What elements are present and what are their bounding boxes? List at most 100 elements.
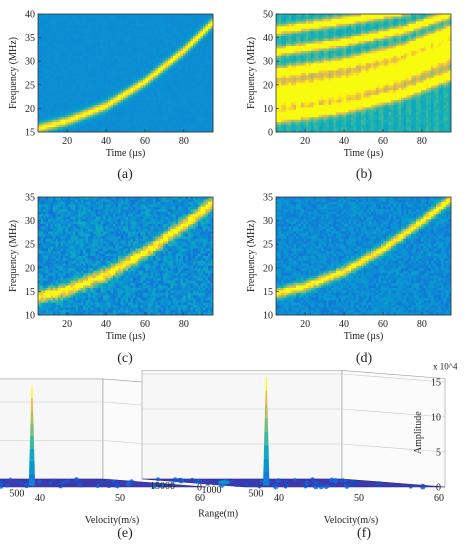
spectrogram-cell bbox=[155, 122, 159, 126]
spectrogram-cell bbox=[393, 38, 397, 42]
spectrogram-cell bbox=[391, 63, 394, 67]
spectrogram-cell bbox=[401, 21, 404, 25]
spectrogram-cell bbox=[138, 38, 141, 42]
spectrogram-cell bbox=[168, 122, 171, 126]
spectrogram-cell bbox=[53, 97, 56, 101]
spectrogram-cell bbox=[185, 102, 189, 106]
spectrogram-cell bbox=[381, 50, 384, 54]
spectrogram-cell bbox=[68, 53, 71, 57]
spectrogram-cell bbox=[158, 55, 161, 59]
spectrogram-image bbox=[38, 14, 214, 133]
spectrogram-cell bbox=[183, 112, 186, 116]
spectrogram-cell bbox=[366, 41, 369, 44]
spectrogram-cell bbox=[45, 14, 49, 17]
spectrogram-cell bbox=[80, 55, 84, 59]
spectrogram-cell bbox=[130, 117, 134, 121]
spectrogram-cell bbox=[351, 36, 354, 39]
spectrogram-cell bbox=[388, 55, 392, 59]
spectrogram-cell bbox=[316, 48, 319, 52]
spectrogram-cell bbox=[145, 77, 149, 81]
spectrogram-cell bbox=[281, 23, 284, 27]
spectrogram-cell bbox=[40, 28, 44, 32]
spectrogram-cell bbox=[128, 129, 131, 133]
spectrogram-cell bbox=[428, 26, 432, 30]
spectrogram-cell bbox=[90, 43, 94, 47]
spectrogram-cell bbox=[93, 14, 96, 17]
spectrogram-cell bbox=[160, 53, 164, 57]
spectrogram-cell bbox=[125, 65, 129, 69]
spectrogram-cell bbox=[193, 122, 196, 126]
spectrogram-cell bbox=[63, 90, 66, 94]
spectrogram-cell bbox=[93, 16, 96, 20]
spectrogram-cell bbox=[165, 104, 169, 108]
spectrogram-cell bbox=[55, 129, 59, 133]
spectrogram-cell bbox=[296, 50, 299, 54]
spectrogram-cell bbox=[190, 14, 194, 17]
spectrogram-cell bbox=[95, 68, 99, 71]
spectrogram-cell bbox=[130, 68, 134, 71]
spectrogram-cell bbox=[53, 41, 56, 44]
spectrogram-cell bbox=[90, 112, 94, 116]
spectrogram-cell bbox=[155, 26, 159, 30]
spectrogram-cell bbox=[125, 28, 129, 32]
spectrogram-cell bbox=[408, 26, 412, 30]
spectrogram-cell bbox=[283, 63, 287, 67]
spectrogram-cell bbox=[133, 95, 136, 98]
spectrogram-cell bbox=[293, 31, 297, 35]
spectrogram-cell bbox=[60, 50, 64, 54]
spectrogram-cell bbox=[426, 21, 429, 25]
spectrogram-cell bbox=[168, 43, 171, 47]
spectrogram-cell bbox=[63, 48, 66, 52]
spectrogram-cell bbox=[75, 26, 79, 30]
spectrogram-cell bbox=[165, 38, 169, 42]
spectrogram-cell bbox=[50, 68, 54, 71]
spectrogram-cell bbox=[436, 50, 439, 54]
spectrogram-cell bbox=[183, 87, 186, 91]
spectrogram-cell bbox=[403, 41, 407, 44]
spectrogram-cell bbox=[306, 48, 309, 52]
spectrogram-cell bbox=[288, 63, 292, 67]
spectrogram-cell bbox=[421, 16, 424, 20]
spectrogram-cell bbox=[73, 36, 76, 39]
spectrogram-cell bbox=[113, 60, 116, 64]
spectrogram-cell bbox=[343, 16, 347, 20]
spectrogram-cell bbox=[298, 68, 302, 71]
spectrogram-cell bbox=[50, 73, 54, 76]
spectrogram-cell bbox=[175, 85, 179, 89]
spectrogram-cell bbox=[48, 48, 51, 52]
spectrogram-cell bbox=[155, 18, 159, 22]
spectrogram-cell bbox=[55, 16, 59, 20]
spectrogram-cell bbox=[346, 38, 349, 42]
spectrogram-cell bbox=[40, 18, 44, 22]
spectrogram-cell bbox=[133, 70, 136, 74]
spectrogram-cell bbox=[75, 117, 79, 121]
spectrogram-cell bbox=[200, 117, 204, 121]
spectrogram-cell bbox=[423, 36, 427, 39]
spectrogram-cell bbox=[353, 43, 357, 47]
spectrogram-cell bbox=[155, 14, 159, 17]
spectrogram-cell bbox=[58, 95, 61, 98]
spectrogram-cell bbox=[95, 119, 99, 123]
spectrogram-cell bbox=[173, 85, 176, 89]
spectrogram-cell bbox=[83, 85, 86, 89]
spectrogram-cell bbox=[90, 95, 94, 98]
spectrogram-cell bbox=[168, 58, 171, 62]
spectrogram-cell bbox=[200, 16, 204, 20]
spectrogram-cell bbox=[73, 63, 76, 67]
spectrogram-cell bbox=[108, 127, 111, 130]
spectrogram-cell bbox=[188, 87, 191, 91]
spectrogram-cell bbox=[170, 107, 174, 111]
spectrogram-cell bbox=[303, 14, 307, 17]
spectrogram-cell bbox=[103, 122, 106, 126]
spectrogram-cell bbox=[110, 38, 114, 42]
spectrogram-cell bbox=[423, 18, 427, 22]
spectrogram-cell bbox=[170, 26, 174, 30]
spectrogram-cell bbox=[58, 75, 61, 79]
spectrogram-cell bbox=[421, 68, 424, 71]
spectrogram-cell bbox=[158, 18, 161, 22]
spectrogram-cell bbox=[135, 48, 139, 52]
spectrogram-cell bbox=[401, 38, 404, 42]
spectrogram-cell bbox=[148, 127, 151, 130]
spectrogram-cell bbox=[98, 119, 101, 123]
